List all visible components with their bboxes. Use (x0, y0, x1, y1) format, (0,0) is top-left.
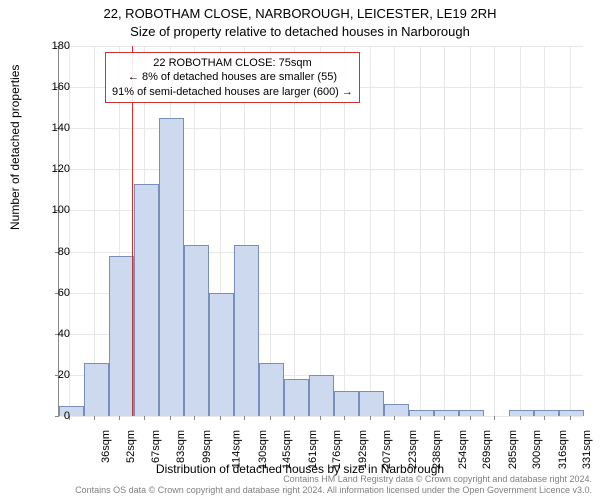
histogram-bar (509, 410, 534, 416)
histogram-bar (284, 379, 309, 416)
xtick-label: 269sqm (481, 430, 493, 469)
gridline-v (394, 46, 395, 416)
xtick-mark (420, 416, 421, 420)
xtick-mark (520, 416, 521, 420)
xtick-label: 223sqm (407, 430, 419, 469)
annotation-line-1: 22 ROBOTHAM CLOSE: 75sqm (112, 56, 353, 70)
histogram-bar (209, 293, 234, 416)
histogram-bar (384, 404, 409, 416)
xtick-mark (270, 416, 271, 420)
xtick-mark (170, 416, 171, 420)
histogram-bar (359, 391, 384, 416)
ytick-label: 180 (30, 40, 70, 52)
xtick-label: 331sqm (581, 430, 593, 469)
xtick-label: 83sqm (175, 430, 187, 463)
histogram-bar (84, 363, 109, 416)
xtick-label: 254sqm (457, 430, 469, 469)
histogram-bar (459, 410, 484, 416)
gridline-v (520, 46, 521, 416)
xtick-mark (94, 416, 95, 420)
histogram-bar (259, 363, 284, 416)
xtick-mark (570, 416, 571, 420)
title-line-2: Size of property relative to detached ho… (0, 24, 600, 39)
chart-container: 22, ROBOTHAM CLOSE, NARBOROUGH, LEICESTE… (0, 0, 600, 500)
ytick-label: 20 (30, 369, 70, 381)
histogram-bar (534, 410, 559, 416)
ytick-label: 40 (30, 328, 70, 340)
xtick-label: 99sqm (201, 430, 213, 463)
gridline-v (444, 46, 445, 416)
ytick-label: 60 (30, 287, 70, 299)
gridline-v (544, 46, 545, 416)
histogram-bar (409, 410, 434, 416)
plot-region: 22 ROBOTHAM CLOSE: 75sqm← 8% of detached… (58, 46, 583, 417)
xtick-label: 145sqm (282, 430, 294, 469)
chart-area: 22 ROBOTHAM CLOSE: 75sqm← 8% of detached… (58, 46, 582, 416)
footer-attribution: Contains HM Land Registry data © Crown c… (75, 474, 592, 496)
footer-line-2: Contains OS data © Crown copyright and d… (75, 485, 592, 496)
xtick-mark (470, 416, 471, 420)
histogram-bar (134, 184, 159, 416)
histogram-bar (184, 245, 209, 416)
xtick-label: 176sqm (332, 430, 344, 469)
xtick-mark (194, 416, 195, 420)
xtick-mark (394, 416, 395, 420)
xtick-mark (544, 416, 545, 420)
gridline-v (570, 46, 571, 416)
histogram-bar (434, 410, 459, 416)
xtick-label: 285sqm (507, 430, 519, 469)
histogram-bar (334, 391, 359, 416)
xtick-label: 52sqm (126, 430, 138, 463)
gridline-v (470, 46, 471, 416)
xtick-label: 161sqm (307, 430, 319, 469)
xtick-mark (244, 416, 245, 420)
footer-line-1: Contains HM Land Registry data © Crown c… (75, 474, 592, 485)
ytick-label: 160 (30, 81, 70, 93)
xtick-mark (370, 416, 371, 420)
ytick-label: 100 (30, 204, 70, 216)
title-line-1: 22, ROBOTHAM CLOSE, NARBOROUGH, LEICESTE… (0, 6, 600, 21)
xtick-mark (144, 416, 145, 420)
xtick-label: 207sqm (382, 430, 394, 469)
histogram-bar (159, 118, 184, 416)
ytick-label: 0 (30, 410, 70, 422)
xtick-mark (119, 416, 120, 420)
gridline-v (69, 46, 70, 416)
histogram-bar (234, 245, 259, 416)
annotation-box: 22 ROBOTHAM CLOSE: 75sqm← 8% of detached… (105, 52, 360, 103)
annotation-line-2: ← 8% of detached houses are smaller (55) (112, 70, 353, 84)
gridline-v (94, 46, 95, 416)
xtick-label: 114sqm (231, 430, 243, 468)
xtick-label: 238sqm (432, 430, 444, 469)
xtick-label: 316sqm (557, 430, 569, 469)
gridline-v (420, 46, 421, 416)
histogram-bar (559, 410, 584, 416)
y-axis-label: Number of detached properties (8, 65, 22, 230)
xtick-mark (220, 416, 221, 420)
xtick-label: 192sqm (357, 430, 369, 469)
xtick-label: 130sqm (257, 430, 269, 469)
ytick-label: 120 (30, 163, 70, 175)
xtick-label: 67sqm (150, 430, 162, 463)
xtick-mark (294, 416, 295, 420)
histogram-bar (109, 256, 134, 416)
gridline-v (370, 46, 371, 416)
ytick-label: 80 (30, 246, 70, 258)
annotation-line-3: 91% of semi-detached houses are larger (… (112, 85, 353, 99)
xtick-mark (494, 416, 495, 420)
xtick-label: 300sqm (531, 430, 543, 469)
ytick-label: 140 (30, 122, 70, 134)
histogram-bar (309, 375, 334, 416)
xtick-mark (444, 416, 445, 420)
xtick-label: 36sqm (100, 430, 112, 463)
xtick-mark (320, 416, 321, 420)
xtick-mark (344, 416, 345, 420)
gridline-v (494, 46, 495, 416)
